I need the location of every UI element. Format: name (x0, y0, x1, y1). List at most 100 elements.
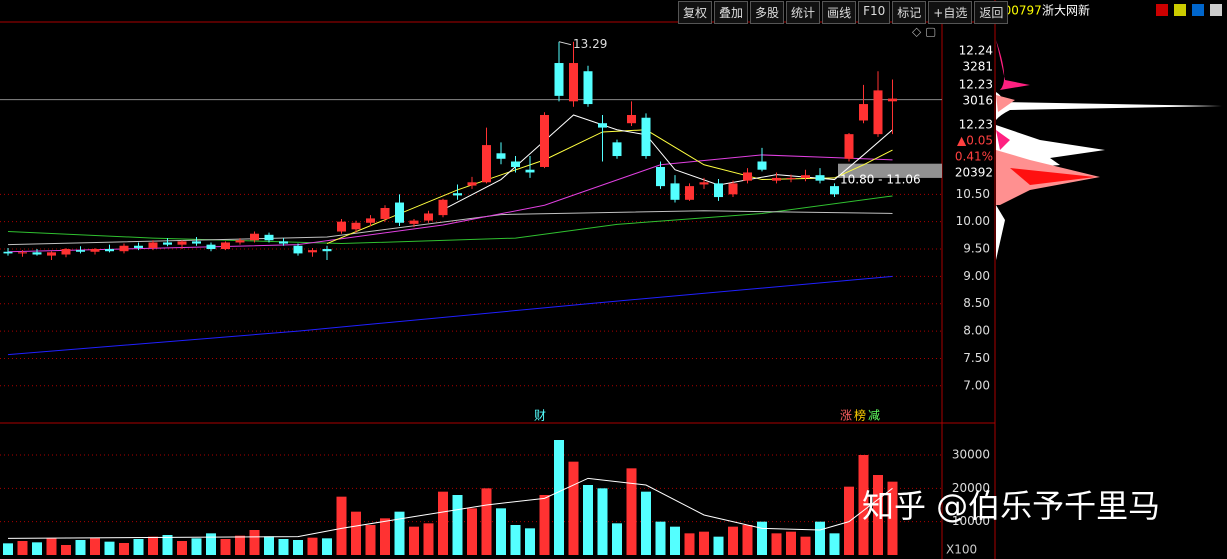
volume-bar (438, 491, 448, 555)
volume-bar (61, 545, 71, 555)
volume-bar (235, 535, 245, 555)
y-tick-label: 10.50 (956, 187, 990, 201)
volume-bar (278, 539, 289, 555)
marker: 涨 (840, 408, 852, 423)
candle-body (366, 218, 375, 223)
candle-body (119, 245, 129, 252)
y-tick-label: 8.00 (963, 324, 990, 338)
candle-body (801, 175, 810, 178)
volume-bar (641, 491, 651, 555)
candle-body (395, 202, 404, 223)
volume-bar (829, 533, 840, 555)
volume-bar (612, 523, 622, 555)
volume-bar (728, 526, 738, 555)
info-value: 3281 (962, 60, 993, 74)
volume-bar (206, 533, 216, 555)
candle-body (467, 182, 477, 186)
toolbar-button[interactable]: F10 (858, 1, 891, 24)
y-tick-label: 7.50 (963, 351, 990, 365)
marker: 榜 (854, 408, 866, 423)
candle-body (380, 208, 390, 219)
candle-body (409, 220, 419, 224)
candle-body (61, 249, 71, 255)
candle-body (293, 245, 303, 254)
candle-body (3, 251, 13, 254)
toolbar-button[interactable]: 返回 (974, 1, 1009, 24)
toolbar-button[interactable]: 复权 (678, 1, 713, 24)
toolbar-button[interactable]: 标记 (892, 1, 927, 24)
candle-body (786, 177, 796, 180)
candle-body (105, 249, 114, 252)
volume-bar (452, 495, 463, 555)
candle-body (337, 221, 346, 232)
volume-bar (423, 523, 434, 555)
candle-body (47, 252, 56, 256)
volume-bar (162, 535, 173, 555)
candle-body (743, 172, 752, 181)
volume-bar (133, 539, 144, 555)
icon: ◇ ▢ (912, 25, 936, 39)
toolbar-button[interactable]: 多股 (750, 1, 785, 24)
candle-body (612, 142, 622, 157)
chip-shape (1010, 168, 1095, 185)
candle-body (250, 233, 259, 241)
volume-bar (742, 525, 753, 555)
volume-bar (626, 468, 637, 555)
info-value: 20392 (955, 166, 993, 180)
peak-label: 13.29 (573, 37, 607, 51)
volume-bar (670, 526, 680, 555)
toolbar-button[interactable]: 画线 (822, 1, 857, 24)
icon[interactable] (1192, 4, 1204, 16)
volume-bar (293, 540, 303, 555)
volume-bar (510, 525, 521, 555)
candle-body (482, 145, 491, 183)
candle-body (656, 166, 665, 187)
volume-bar (191, 538, 202, 555)
volume-bar (3, 543, 13, 555)
volume-bar (32, 542, 42, 555)
candle-body (844, 134, 854, 159)
icon[interactable] (1174, 4, 1186, 16)
candle-body (641, 117, 651, 157)
candle-body (815, 175, 825, 181)
toolbar-button[interactable]: 叠加 (714, 1, 749, 24)
y-tick-label: 10.00 (956, 214, 990, 228)
volume-bar (771, 533, 782, 555)
volume-bar (177, 541, 187, 555)
candle-body (206, 244, 216, 250)
chip-shape (996, 92, 1222, 120)
icon[interactable] (1210, 4, 1222, 16)
candle-body (163, 242, 172, 245)
candle-body (134, 245, 143, 248)
icon[interactable] (1156, 4, 1168, 16)
candle-body (453, 193, 462, 196)
candle-body (525, 169, 535, 173)
info-value: 3016 (962, 94, 993, 108)
info-value: ▲0.05 (957, 134, 993, 148)
candle-body (627, 115, 636, 124)
toolbar-button[interactable]: +自选 (928, 1, 973, 24)
chip-shape (996, 205, 1005, 260)
volume-bar (119, 543, 129, 555)
volume-bar (104, 541, 115, 555)
toolbar-button[interactable]: 统计 (786, 1, 821, 24)
volume-bar (496, 508, 506, 555)
stock-name: 浙大网新 (1042, 3, 1090, 18)
volume-ma (7, 477, 893, 539)
chip-shape (996, 130, 1010, 150)
candle-body (583, 71, 593, 105)
info-value: 12.23 (959, 78, 993, 92)
volume-bar (539, 495, 550, 555)
volume-bar (757, 521, 767, 555)
y-tick-label: 9.50 (963, 242, 990, 256)
ma-line (326, 129, 893, 245)
candle-body (192, 241, 201, 244)
candle-body (685, 186, 694, 200)
watermark: 知乎 @伯乐予千里马 (862, 487, 1160, 525)
ma-line (7, 195, 893, 245)
volume-bar (264, 536, 274, 555)
volume-bar (409, 526, 419, 555)
chip-shape (996, 40, 1030, 90)
volume-bar (699, 531, 709, 555)
